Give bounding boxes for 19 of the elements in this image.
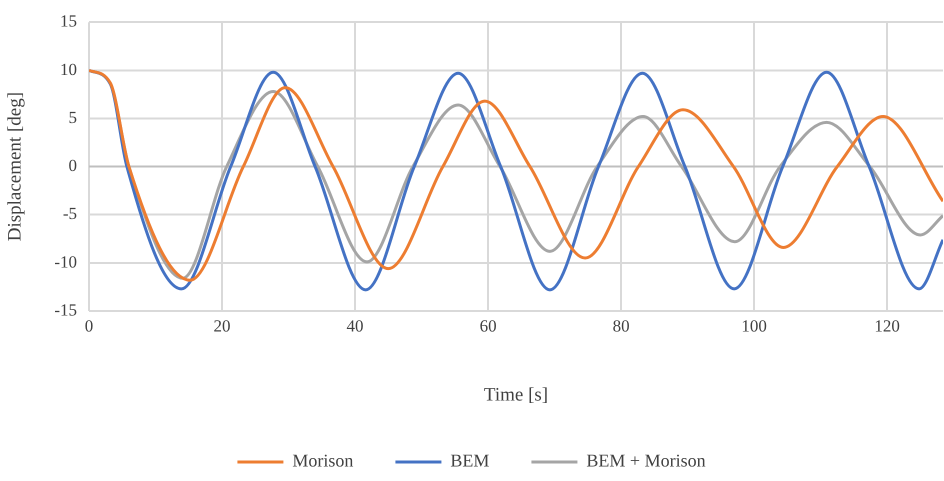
x-tick-label: 0 — [84, 316, 94, 336]
legend-label: BEM — [450, 450, 490, 471]
y-tick-label: -10 — [54, 252, 77, 272]
x-tick-label: 20 — [214, 316, 231, 336]
y-tick-label: -15 — [54, 300, 77, 320]
x-tick-label: 40 — [346, 316, 364, 336]
x-tick-label: 120 — [874, 316, 900, 336]
x-axis-title: Time [s] — [484, 384, 548, 406]
y-tick-label: 15 — [60, 12, 77, 31]
legend-label: BEM + Morison — [586, 450, 706, 471]
x-tick-label: 60 — [480, 316, 497, 336]
legend-label: Morison — [292, 450, 354, 471]
y-tick-label: 5 — [68, 108, 77, 127]
y-axis-title: Displacement [deg] — [4, 92, 26, 242]
y-tick-label: 10 — [60, 60, 77, 79]
x-tick-label: 80 — [612, 316, 630, 336]
y-tick-label: 0 — [68, 156, 77, 176]
x-tick-label: 100 — [741, 316, 767, 336]
y-tick-label: -5 — [62, 204, 77, 224]
